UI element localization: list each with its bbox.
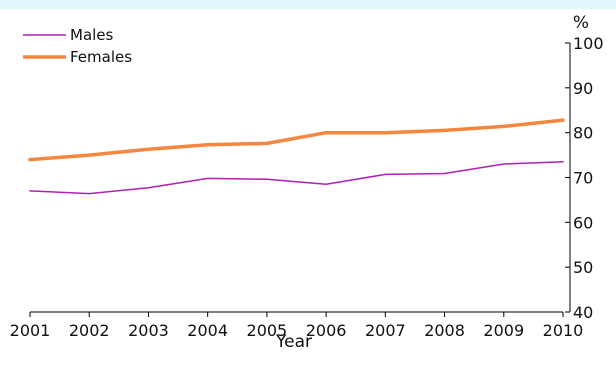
axes <box>30 43 571 313</box>
y-tick-label: 50 <box>573 258 593 277</box>
x-tick-label: 2008 <box>424 321 465 340</box>
x-tick-label: 2009 <box>483 321 524 340</box>
x-axis-title: Year <box>275 332 312 352</box>
x-ticks: 2001 2002 2003 2004 2005 2006 2007 2008 2009 2010 <box>10 312 584 340</box>
x-tick-label: 2005 <box>247 321 288 340</box>
x-tick-label: 2010 <box>543 321 584 340</box>
legend-label-males: Males <box>70 26 114 44</box>
legend-label-females: Females <box>70 48 132 66</box>
legend: Males Females <box>23 26 132 66</box>
y-tick-label: 70 <box>573 169 593 188</box>
y-ticks: 40 50 60 70 80 90 100 <box>565 34 604 322</box>
y-axis-unit: % <box>573 13 589 33</box>
y-tick-label: 80 <box>573 124 593 143</box>
series-line-males <box>29 161 564 195</box>
x-tick-label: 2006 <box>306 321 347 340</box>
x-tick-label: 2002 <box>69 321 110 340</box>
series-lines <box>28 118 565 195</box>
y-tick-label: 100 <box>573 34 604 53</box>
series-line-females <box>28 118 565 162</box>
x-tick-label: 2003 <box>128 321 169 340</box>
x-tick-label: 2001 <box>10 321 51 340</box>
y-tick-label: 90 <box>573 79 593 98</box>
y-tick-label: 40 <box>573 303 593 322</box>
x-tick-label: 2004 <box>187 321 228 340</box>
y-tick-label: 60 <box>573 213 593 232</box>
x-tick-label: 2007 <box>365 321 406 340</box>
top-band <box>0 0 616 9</box>
